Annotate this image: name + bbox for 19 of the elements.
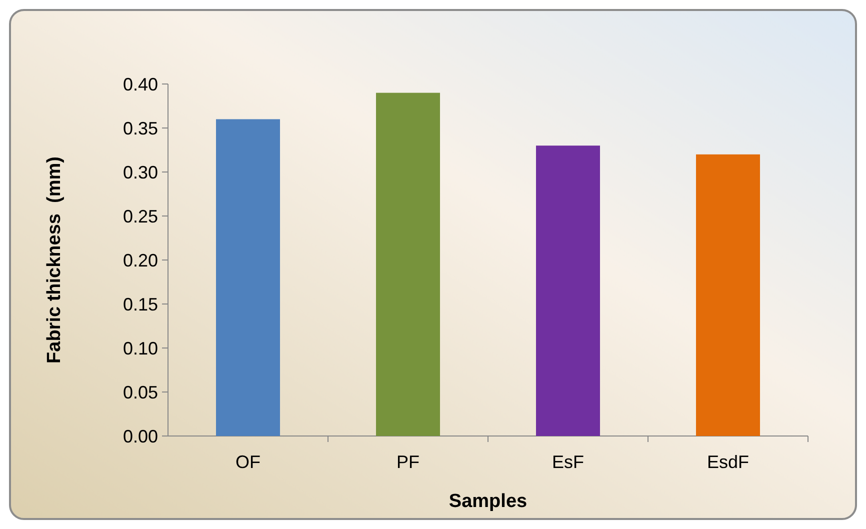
x-tick-label: OF	[236, 452, 260, 472]
y-tick-label: 0.05	[122, 382, 158, 402]
y-tick-label: 0.25	[122, 206, 158, 226]
bar	[536, 146, 600, 436]
y-tick-label: 0.30	[122, 162, 158, 182]
x-tick-label: PF	[396, 452, 420, 472]
bar	[376, 92, 440, 436]
y-axis-title: Fabric thickness (mm)	[44, 156, 65, 364]
x-axis-title: Samples	[448, 491, 528, 512]
y-tick-label: 0.15	[122, 294, 158, 314]
y-tick-label: 0.10	[122, 338, 158, 358]
y-tick-label: 0.35	[122, 118, 158, 138]
y-tick-label: 0.00	[122, 426, 158, 446]
bar	[216, 119, 280, 436]
bar	[696, 154, 760, 436]
x-tick-label: EsdF	[706, 452, 750, 472]
y-tick-label: 0.20	[122, 250, 158, 270]
x-tick-label: EsF	[552, 452, 584, 472]
y-tick-label: 0.40	[122, 74, 158, 94]
